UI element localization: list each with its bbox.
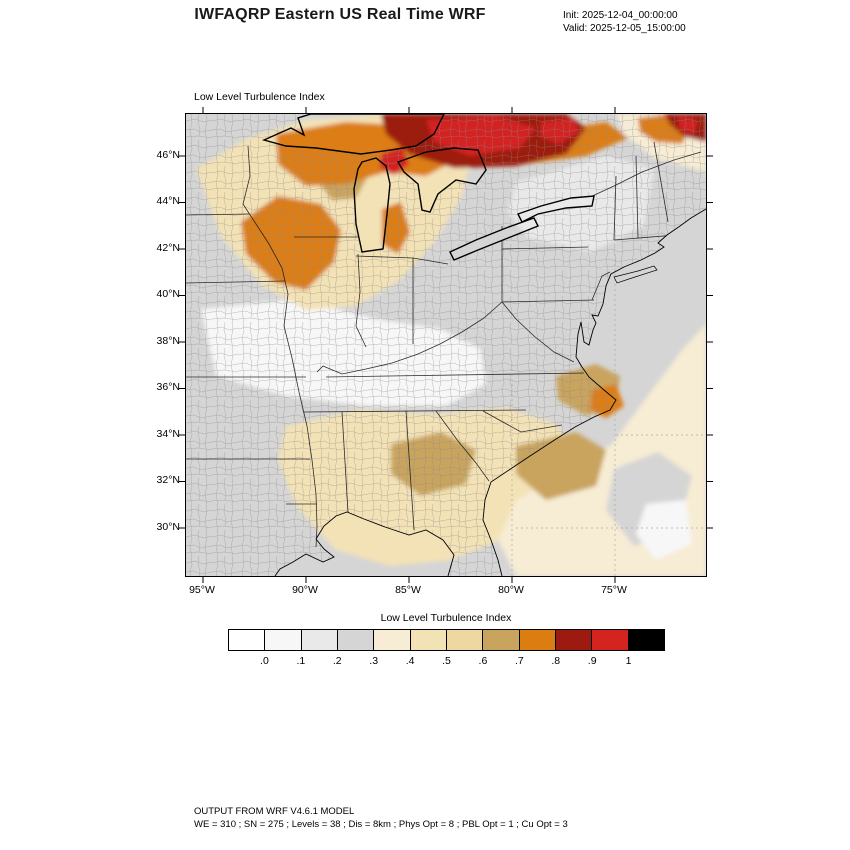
y-tick-label: 34°N: [156, 428, 180, 440]
y-tick-label: 38°N: [156, 335, 180, 347]
colorbar-segment: [300, 629, 338, 651]
great-lakes: [261, 113, 595, 261]
colorbar-tick-label: .1: [296, 655, 306, 667]
coastline: [274, 208, 707, 577]
colorbar-tick-label: .4: [405, 655, 415, 667]
contour-gray-ocean2: [600, 284, 664, 370]
y-tick-label: 42°N: [156, 242, 180, 254]
long-island: [613, 265, 658, 284]
colorbar-segment: [518, 629, 556, 651]
map-plot: [179, 107, 713, 583]
contour-white-ocean: [636, 500, 692, 560]
colorbar-segment: [591, 629, 629, 651]
colorbar-segment: [554, 629, 593, 651]
colorbar-segment: [373, 629, 411, 651]
colorbar-tick-label: .8: [551, 655, 561, 667]
y-tick-label: 44°N: [156, 195, 180, 207]
lake-michigan: [353, 157, 391, 253]
x-tick-label: 75°W: [601, 584, 627, 596]
colorbar-tick-label: .9: [587, 655, 597, 667]
lake-ontario: [517, 195, 595, 223]
colorbar-ticks: .0 .1 .2 .3 .4 .5 .6 .7 .8 .9 1: [228, 655, 665, 669]
colorbar-segment: [627, 629, 665, 651]
x-tick-label: 95°W: [189, 584, 215, 596]
colorbar-swatches: [228, 629, 665, 651]
x-tick-label: 85°W: [395, 584, 421, 596]
footer-line1: OUTPUT FROM WRF V4.6.1 MODEL: [194, 806, 355, 817]
state-boundaries: [186, 141, 702, 548]
footer-line2: WE = 310 ; SN = 275 ; Levels = 38 ; Dis …: [194, 819, 568, 830]
page-title: IWFAQRP Eastern US Real Time WRF: [194, 6, 486, 23]
field-title: Low Level Turbulence Index: [194, 91, 325, 103]
graticule: [511, 254, 706, 576]
colorbar-segment: [445, 629, 484, 651]
y-tick-label: 30°N: [156, 521, 180, 533]
x-tick-label: 80°W: [498, 584, 524, 596]
colorbar-tick-label: .2: [332, 655, 342, 667]
colorbar-tick-label: .3: [369, 655, 379, 667]
colorbar-segment: [228, 629, 266, 651]
colorbar-tick-label: .0: [260, 655, 269, 667]
valid-time: Valid: 2025-12-05_15:00:00: [563, 23, 686, 34]
init-time: Init: 2025-12-04_00:00:00: [563, 10, 678, 21]
model-footer: OUTPUT FROM WRF V4.6.1 MODEL WE = 310 ; …: [194, 805, 568, 831]
colorbar-tick-label: .5: [442, 655, 451, 667]
lake-superior: [261, 113, 446, 155]
axis-ticks: [179, 107, 713, 583]
contour-gray-ocean3: [656, 224, 706, 314]
colorbar-tick-label: 1: [625, 655, 632, 667]
colorbar-tick-label: .6: [478, 655, 488, 667]
colorbar-segment: [336, 629, 375, 651]
x-tick-label: 90°W: [292, 584, 318, 596]
colorbar-tick-label: .7: [514, 655, 524, 667]
lake-huron: [396, 147, 487, 213]
lake-erie: [449, 217, 539, 261]
y-tick-label: 46°N: [156, 149, 180, 161]
colorbar-segment: [409, 629, 447, 651]
y-tick-label: 32°N: [156, 474, 180, 486]
colorbar-title: Low Level Turbulence Index: [380, 612, 512, 624]
run-metadata: Init: 2025-12-04_00:00:00 Valid: 2025-12…: [563, 9, 686, 35]
map-svg: [179, 107, 713, 583]
y-tick-label: 40°N: [156, 288, 180, 300]
colorbar-segment: [264, 629, 302, 651]
y-tick-label: 36°N: [156, 381, 180, 393]
colorbar-segment: [482, 629, 520, 651]
